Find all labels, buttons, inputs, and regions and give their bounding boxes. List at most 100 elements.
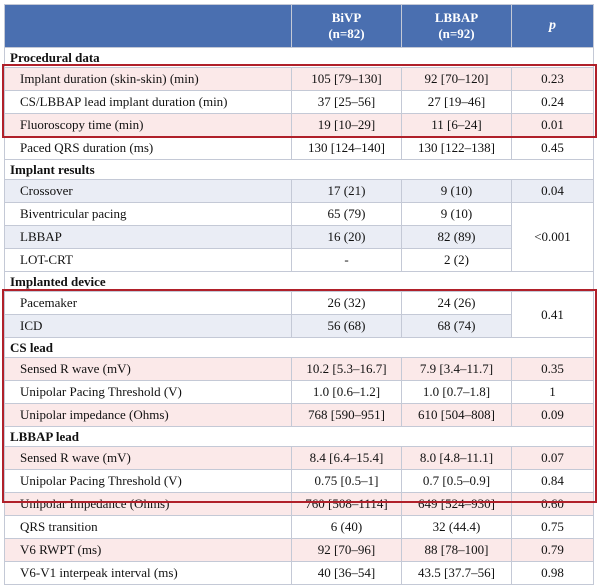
p-value: 0.04 (511, 179, 594, 203)
lbbap-value: 68 (74) (401, 314, 512, 338)
header-p-value: p (511, 4, 594, 48)
bivp-value: 56 (68) (291, 314, 402, 338)
p-value: 0.09 (511, 403, 594, 427)
p-value: 0.60 (511, 492, 594, 516)
table-row: Unipolar Impedance (Ohms) 760 [508–1114]… (4, 492, 594, 516)
lbbap-value: 24 (26) (401, 291, 512, 315)
p-value: <0.001 (511, 202, 594, 272)
bivp-value: - (291, 248, 402, 272)
lbbap-value: 92 [70–120] (401, 67, 512, 91)
row-label: LBBAP (4, 225, 292, 249)
bivp-value: 26 (32) (291, 291, 402, 315)
comparison-table: BiVP (n=82) LBBAP (n=92) p Procedural data… (4, 4, 594, 585)
table-row: Unipolar impedance (Ohms) 768 [590–951] … (4, 403, 594, 427)
p-value: 0.23 (511, 67, 594, 91)
row-label: Paced QRS duration (ms) (4, 136, 292, 160)
lbbap-value: 610 [504–808] (401, 403, 512, 427)
row-label: Implant duration (skin-skin) (min) (4, 67, 292, 91)
p-value: 0.84 (511, 469, 594, 493)
p-value: 0.35 (511, 357, 594, 381)
section-title: Implant results (4, 159, 594, 180)
bivp-value: 40 [36–54] (291, 561, 402, 585)
lbbap-value: 0.7 [0.5–0.9] (401, 469, 512, 493)
lbbap-value: 82 (89) (401, 225, 512, 249)
lbbap-value: 649 [524–930] (401, 492, 512, 516)
section-title: Procedural data (4, 47, 594, 68)
lbbap-value: 7.9 [3.4–11.7] (401, 357, 512, 381)
bivp-value: 10.2 [5.3–16.7] (291, 357, 402, 381)
header-lbbap: LBBAP (n=92) (401, 4, 512, 48)
row-label: V6-V1 interpeak interval (ms) (4, 561, 292, 585)
table-row: Unipolar Pacing Threshold (V) 0.75 [0.5–… (4, 469, 594, 493)
table-row: Fluoroscopy time (min) 19 [10–29] 11 [6–… (4, 113, 594, 137)
section-header: Implant results (4, 159, 594, 180)
table-row: LOT-CRT - 2 (2) (4, 248, 594, 272)
table-row: Implant duration (skin-skin) (min) 105 [… (4, 67, 594, 91)
row-label: Fluoroscopy time (min) (4, 113, 292, 137)
lbbap-value: 130 [122–138] (401, 136, 512, 160)
p-value: 0.45 (511, 136, 594, 160)
row-label: V6 RWPT (ms) (4, 538, 292, 562)
row-label: CS/LBBAP lead implant duration (min) (4, 90, 292, 114)
table-row: V6-V1 interpeak interval (ms) 40 [36–54]… (4, 561, 594, 585)
bivp-value: 16 (20) (291, 225, 402, 249)
table-row: Sensed R wave (mV) 10.2 [5.3–16.7] 7.9 [… (4, 357, 594, 381)
p-value: 0.07 (511, 446, 594, 470)
bivp-value: 19 [10–29] (291, 113, 402, 137)
row-label: Pacemaker (4, 291, 292, 315)
bivp-value: 130 [124–140] (291, 136, 402, 160)
table-row: ICD 56 (68) 68 (74) (4, 314, 594, 338)
section-header: Implanted device (4, 271, 594, 292)
row-label: Unipolar Impedance (Ohms) (4, 492, 292, 516)
table-row: QRS transition 6 (40) 32 (44.4) 0.75 (4, 515, 594, 539)
lbbap-value: 9 (10) (401, 179, 512, 203)
section-header: Procedural data (4, 47, 594, 68)
table-row: Pacemaker 26 (32) 24 (26) 0.41 (4, 291, 594, 338)
p-value: 1 (511, 380, 594, 404)
lbbap-value: 88 [78–100] (401, 538, 512, 562)
header-row: BiVP (n=82) LBBAP (n=92) p (4, 4, 594, 48)
bivp-value: 0.75 [0.5–1] (291, 469, 402, 493)
table-row: Crossover 17 (21) 9 (10) 0.04 (4, 179, 594, 203)
p-value: 0.79 (511, 538, 594, 562)
row-label: LOT-CRT (4, 248, 292, 272)
row-label: Biventricular pacing (4, 202, 292, 226)
bivp-value: 768 [590–951] (291, 403, 402, 427)
row-label: Sensed R wave (mV) (4, 446, 292, 470)
table-row: CS/LBBAP lead implant duration (min) 37 … (4, 90, 594, 114)
bivp-value: 65 (79) (291, 202, 402, 226)
lbbap-value: 27 [19–46] (401, 90, 512, 114)
row-label: ICD (4, 314, 292, 338)
p-value: 0.75 (511, 515, 594, 539)
row-label: Crossover (4, 179, 292, 203)
comparison-table-container: BiVP (n=82) LBBAP (n=92) p Procedural data… (4, 4, 594, 585)
section-title: Implanted device (4, 271, 594, 292)
row-label: Unipolar Pacing Threshold (V) (4, 380, 292, 404)
bivp-value: 8.4 [6.4–15.4] (291, 446, 402, 470)
section-header: LBBAP lead (4, 426, 594, 447)
table-row: Biventricular pacing 65 (79) 9 (10) <0.0… (4, 202, 594, 272)
table-row: V6 RWPT (ms) 92 [70–96] 88 [78–100] 0.79 (4, 538, 594, 562)
header-blank (4, 4, 292, 48)
p-value: 0.01 (511, 113, 594, 137)
bivp-value: 92 [70–96] (291, 538, 402, 562)
lbbap-value: 32 (44.4) (401, 515, 512, 539)
lbbap-value: 2 (2) (401, 248, 512, 272)
bivp-value: 1.0 [0.6–1.2] (291, 380, 402, 404)
row-label: QRS transition (4, 515, 292, 539)
table-row: Unipolar Pacing Threshold (V) 1.0 [0.6–1… (4, 380, 594, 404)
bivp-value: 105 [79–130] (291, 67, 402, 91)
lbbap-value: 43.5 [37.7–56] (401, 561, 512, 585)
lbbap-value: 9 (10) (401, 202, 512, 226)
p-value: 0.24 (511, 90, 594, 114)
section-title: LBBAP lead (4, 426, 594, 447)
bivp-value: 17 (21) (291, 179, 402, 203)
bivp-value: 6 (40) (291, 515, 402, 539)
lbbap-value: 8.0 [4.8–11.1] (401, 446, 512, 470)
row-label: Sensed R wave (mV) (4, 357, 292, 381)
row-label: Unipolar impedance (Ohms) (4, 403, 292, 427)
header-bivp: BiVP (n=82) (291, 4, 402, 48)
p-value: 0.41 (511, 291, 594, 338)
table-row: Paced QRS duration (ms) 130 [124–140] 13… (4, 136, 594, 160)
table-row: LBBAP 16 (20) 82 (89) (4, 225, 594, 249)
